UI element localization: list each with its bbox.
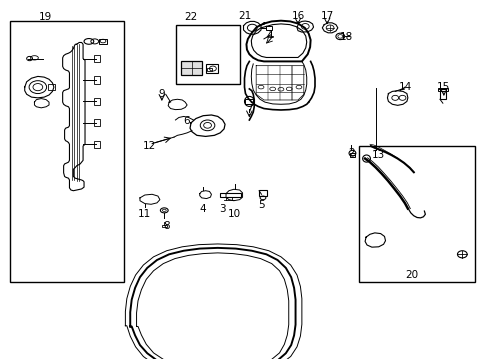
Bar [358, 146, 474, 282]
Bar [259, 190, 266, 196]
Text: 6: 6 [183, 116, 189, 126]
Text: 22: 22 [184, 13, 197, 22]
Text: 13: 13 [371, 150, 384, 160]
Bar [10, 21, 124, 282]
Bar [220, 193, 240, 197]
Text: 19: 19 [39, 13, 52, 22]
Text: 1: 1 [267, 30, 274, 40]
Text: 5: 5 [258, 200, 264, 210]
Bar [176, 24, 239, 84]
Bar [99, 39, 107, 44]
Text: 18: 18 [339, 32, 352, 42]
Bar [437, 88, 447, 91]
Text: 10: 10 [228, 209, 241, 219]
Bar [350, 153, 355, 157]
Bar [205, 64, 217, 73]
Text: 17: 17 [320, 11, 333, 21]
Text: 7: 7 [245, 104, 252, 113]
Bar [94, 55, 100, 62]
Bar [181, 61, 201, 75]
Text: 16: 16 [291, 11, 304, 21]
Text: 8: 8 [163, 221, 170, 231]
Text: 14: 14 [398, 82, 411, 92]
Text: 3: 3 [219, 203, 225, 213]
Text: 12: 12 [143, 141, 156, 151]
Bar [94, 98, 100, 105]
Text: 21: 21 [237, 11, 251, 21]
Text: 15: 15 [436, 82, 449, 92]
Bar [162, 225, 166, 227]
Bar [94, 141, 100, 148]
Bar [94, 119, 100, 126]
Text: 2: 2 [347, 148, 354, 158]
Bar [439, 89, 445, 99]
Bar [245, 99, 253, 104]
Text: 9: 9 [158, 89, 165, 99]
Bar [206, 68, 211, 71]
Text: 11: 11 [138, 209, 151, 219]
Text: 20: 20 [405, 270, 418, 280]
Bar [265, 26, 271, 30]
Text: 4: 4 [200, 203, 206, 213]
Bar [94, 76, 100, 84]
Bar [47, 84, 55, 90]
